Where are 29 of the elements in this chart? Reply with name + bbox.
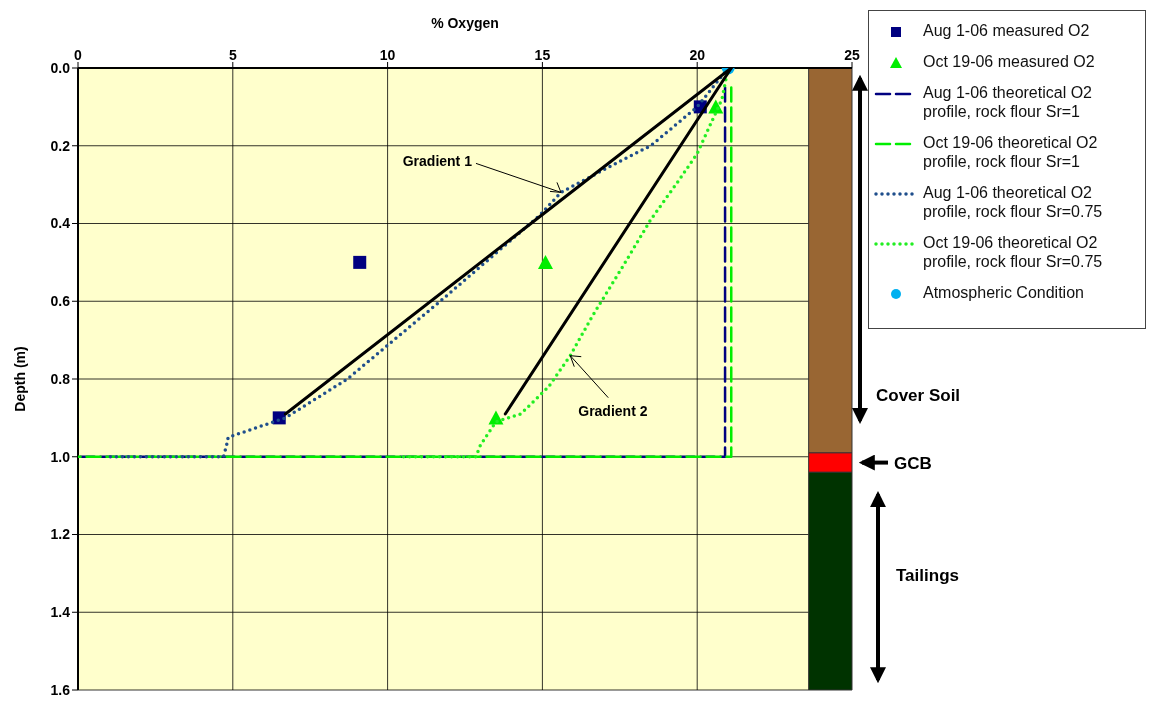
y-tick-label: 1.0 [50,448,71,465]
y-tick-label: 1.6 [50,681,71,698]
x-tick-label: 10 [379,47,396,63]
annotation: Gradient 2 [578,402,648,419]
y-tick-label: 1.4 [50,604,71,621]
y-axis-title: Depth (m) [11,346,28,412]
legend-label: Aug 1-06 theoretical O2 profile, rock flour Sr=0.75 [923,183,1104,221]
annotation: Gradient 1 [402,153,473,170]
y-tick-label: 0.2 [50,137,71,154]
legend-label: Oct 19-06 theoretical O2 profile, rock flour Sr=0.75 [923,233,1104,271]
legend-label: Oct 19-06 measured O2 [923,52,1095,71]
y-tick-label: 0.6 [50,293,71,310]
band-label: Tailings [896,566,959,586]
y-tick-label: 0.4 [50,215,71,232]
x-tick-label: 20 [689,47,706,63]
y-tick-label: 0.0 [50,59,71,76]
legend-label: Aug 1-06 theoretical O2 profile, rock flour Sr=1 [923,83,1093,121]
x-tick-label: 5 [228,47,237,63]
x-tick-label: 15 [534,47,551,63]
y-tick-label: 1.2 [50,526,71,543]
legend-label: Atmospheric Condition [923,283,1084,302]
x-tick-label: 25 [844,47,860,63]
band-label: Cover Soil [876,385,961,405]
y-tick-label: 0.8 [50,370,71,387]
x-axis-title: % Oxygen [431,14,499,31]
band-label: GCB [894,453,932,473]
legend-label: Oct 19-06 theoretical O2 profile, rock flour Sr=1 [923,133,1099,171]
legend-label: Aug 1-06 measured O2 [923,21,1090,40]
x-tick-label: 0 [74,47,83,63]
